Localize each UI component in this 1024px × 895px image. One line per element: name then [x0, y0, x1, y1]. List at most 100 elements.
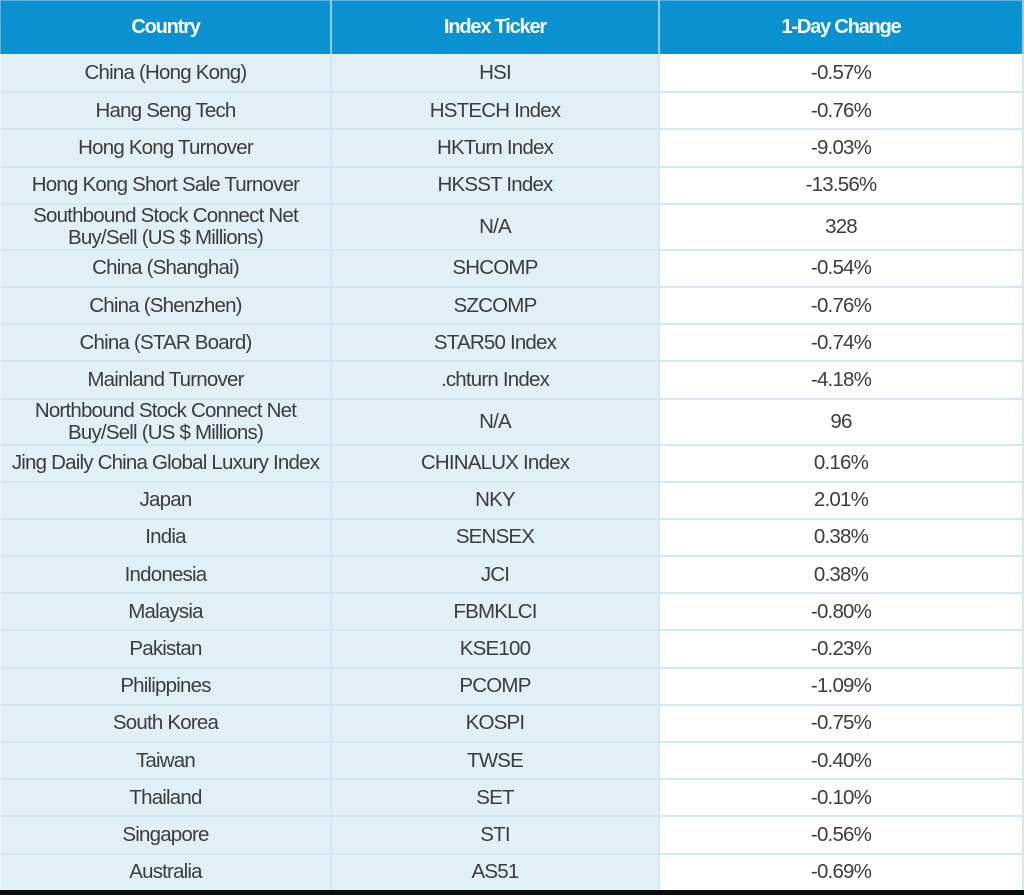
ticker-cell: SZCOMP — [330, 285, 658, 324]
table-row: Jing Daily China Global Luxury Index CHI… — [0, 443, 1024, 481]
change-value: -0.75% — [810, 711, 872, 735]
ticker-value: SZCOMP — [453, 293, 538, 317]
ticker-value: STI — [480, 822, 510, 846]
ticker-value: HKTurn Index — [436, 135, 554, 159]
change-cell: -0.76% — [658, 91, 1024, 129]
country-cell: Northbound Stock Connect Net Buy/Sell (U… — [0, 397, 330, 444]
country-cell: Hong Kong Turnover — [0, 128, 330, 166]
ticker-cell: SHCOMP — [330, 248, 658, 286]
country-value: Japan — [139, 488, 193, 512]
ticker-cell: N/A — [330, 202, 658, 249]
ticker-cell: SENSEX — [330, 517, 658, 556]
ticker-value: .chturn Index — [440, 367, 550, 391]
ticker-value: N/A — [479, 214, 512, 238]
ticker-cell: STAR50 Index — [330, 323, 658, 361]
ticker-cell: KSE100 — [330, 629, 658, 667]
table-row: Australia AS51 -0.69% — [0, 852, 1024, 890]
table-row: South Korea KOSPI -0.75% — [0, 703, 1024, 741]
country-value: Hong Kong Turnover — [78, 135, 254, 159]
ticker-cell: HSTECH Index — [330, 91, 658, 129]
table-row: Japan NKY 2.01% — [0, 480, 1024, 518]
ticker-cell: JCI — [330, 555, 658, 593]
table-row: Hong Kong Short Sale Turnover HKSST Inde… — [0, 165, 1024, 203]
country-cell: Malaysia — [0, 592, 330, 630]
ticker-cell: N/A — [330, 397, 658, 444]
country-cell: India — [0, 517, 330, 556]
country-cell: Pakistan — [0, 629, 330, 667]
header-label-ticker: Index Ticker — [444, 16, 547, 38]
country-cell: Taiwan — [0, 741, 330, 779]
country-value: India — [145, 525, 186, 549]
ticker-value: KSE100 — [459, 637, 531, 661]
country-value: China (Hong Kong) — [84, 60, 248, 84]
ticker-value: PCOMP — [459, 674, 531, 698]
table-row: Malaysia FBMKLCI -0.80% — [0, 592, 1024, 630]
change-value: -0.56% — [810, 822, 872, 846]
change-cell: -9.03% — [658, 128, 1024, 166]
ticker-cell: KOSPI — [330, 703, 658, 741]
header-label-country: Country — [131, 16, 200, 38]
change-cell: -0.69% — [658, 852, 1024, 890]
ticker-value: STAR50 Index — [433, 330, 557, 354]
ticker-cell: FBMKLCI — [330, 592, 658, 630]
change-value: 0.38% — [813, 562, 869, 586]
ticker-value: TWSE — [466, 748, 524, 772]
ticker-value: KOSPI — [465, 711, 525, 735]
country-cell: Hang Seng Tech — [0, 91, 330, 129]
change-cell: -0.75% — [658, 703, 1024, 741]
change-value: -1.09% — [810, 674, 872, 698]
change-value: -0.57% — [810, 60, 872, 84]
ticker-value: SHCOMP — [452, 256, 538, 280]
change-value: -0.76% — [810, 98, 872, 122]
ticker-cell: .chturn Index — [330, 360, 658, 398]
ticker-cell: SET — [330, 778, 658, 816]
country-value: Pakistan — [129, 637, 202, 661]
change-value: -13.56% — [805, 173, 878, 197]
country-cell: Singapore — [0, 815, 330, 853]
header-cell-change: 1-Day Change — [658, 0, 1024, 54]
table-row: Indonesia JCI 0.38% — [0, 555, 1024, 593]
country-value: Hong Kong Short Sale Turnover — [31, 173, 300, 197]
change-cell: -0.10% — [658, 778, 1024, 816]
country-value: China (Shenzhen) — [89, 293, 242, 317]
ticker-cell: CHINALUX Index — [330, 443, 658, 481]
change-cell: 0.16% — [658, 443, 1024, 481]
country-cell: China (Shanghai) — [0, 248, 330, 286]
change-cell: -0.57% — [658, 54, 1024, 92]
table-row: India SENSEX 0.38% — [0, 517, 1024, 556]
country-value: South Korea — [112, 711, 219, 735]
table-row: Singapore STI -0.56% — [0, 815, 1024, 853]
change-value: -0.54% — [810, 256, 872, 280]
change-value: 328 — [825, 214, 858, 238]
change-cell: -0.54% — [658, 248, 1024, 286]
ticker-value: HSTECH Index — [429, 98, 561, 122]
country-value: Mainland Turnover — [87, 367, 244, 391]
change-cell: 96 — [658, 397, 1024, 444]
table-row: Northbound Stock Connect Net Buy/Sell (U… — [0, 397, 1024, 444]
ticker-value: CHINALUX Index — [420, 451, 570, 475]
change-cell: -0.76% — [658, 285, 1024, 324]
table-row: China (Hong Kong) HSI -0.57% — [0, 54, 1024, 92]
table-row: Philippines PCOMP -1.09% — [0, 666, 1024, 704]
country-cell: Japan — [0, 480, 330, 518]
ticker-value: N/A — [479, 409, 512, 433]
table-row: Mainland Turnover .chturn Index -4.18% — [0, 360, 1024, 398]
change-value: -0.40% — [810, 748, 872, 772]
ticker-value: HKSST Index — [437, 173, 553, 197]
change-cell: -4.18% — [658, 360, 1024, 398]
ticker-value: JCI — [480, 562, 510, 586]
change-value: -4.18% — [810, 367, 872, 391]
table-body: China (Hong Kong) HSI -0.57% Hang Seng T… — [0, 54, 1024, 890]
country-cell: Jing Daily China Global Luxury Index — [0, 443, 330, 481]
ticker-value: SENSEX — [455, 525, 535, 549]
country-value: Jing Daily China Global Luxury Index — [11, 451, 320, 475]
change-cell: -0.74% — [658, 323, 1024, 361]
ticker-cell: HKSST Index — [330, 165, 658, 203]
change-value: -0.74% — [810, 330, 872, 354]
change-value: 0.38% — [813, 525, 869, 549]
country-value: Thailand — [129, 785, 202, 809]
country-cell: Australia — [0, 852, 330, 890]
change-value: -0.23% — [810, 637, 872, 661]
table-row: Southbound Stock Connect Net Buy/Sell (U… — [0, 202, 1024, 249]
